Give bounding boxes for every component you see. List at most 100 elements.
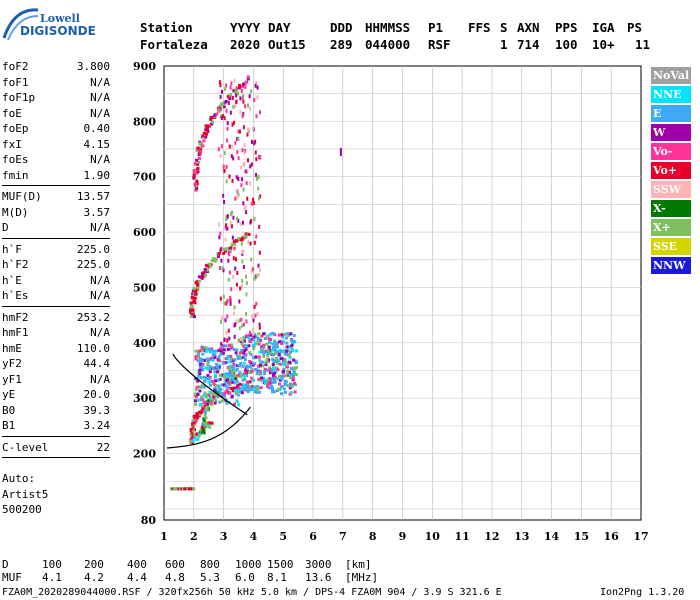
scattered-echo <box>233 334 236 339</box>
echo-point <box>216 254 220 258</box>
spread-echo <box>256 385 260 389</box>
spread-echo <box>209 397 213 401</box>
spread-echo <box>284 374 288 378</box>
param-separator <box>2 237 110 239</box>
spread-echo <box>203 379 207 383</box>
spread-echo <box>257 332 261 336</box>
param-name: M(D) <box>2 205 29 219</box>
echo-point <box>246 75 250 79</box>
spread-echo <box>209 350 213 354</box>
param-separator <box>2 457 110 458</box>
spread-echo <box>203 391 207 395</box>
spread-echo <box>238 354 242 358</box>
echo-point <box>208 421 212 425</box>
spread-echo <box>270 369 274 373</box>
scattered-echo <box>258 250 261 255</box>
scattered-echo <box>234 140 237 145</box>
param-row-group1-3: foE N/A <box>2 107 110 123</box>
scattered-echo <box>239 110 242 115</box>
echo-point <box>208 263 212 267</box>
spread-echo <box>233 381 237 385</box>
scattered-echo <box>249 164 252 169</box>
logo-arc-icon <box>2 8 39 41</box>
param-name: D <box>2 221 9 234</box>
param-name: B0 <box>2 403 16 417</box>
param-value: N/A <box>90 75 110 89</box>
spread-echo <box>196 359 200 363</box>
spread-echo <box>197 374 201 378</box>
spread-echo <box>256 387 260 391</box>
echo-point <box>209 395 213 399</box>
spread-echo <box>235 391 239 395</box>
scattered-echo <box>227 298 230 303</box>
spread-echo <box>244 368 248 372</box>
param-value: 39.3 <box>83 403 111 417</box>
scattered-echo <box>233 120 236 125</box>
scattered-echo <box>227 277 230 282</box>
echo-point <box>191 439 195 443</box>
echo-point <box>201 271 205 275</box>
scattered-echo <box>238 318 241 323</box>
spread-echo <box>220 392 224 396</box>
echo-point <box>232 240 236 244</box>
echo-point <box>189 301 193 305</box>
row_d-cell: 600 <box>165 558 185 571</box>
param-value: 4.15 <box>83 137 111 151</box>
param-separator <box>2 435 110 437</box>
row_d-cell: 1500 <box>267 558 294 571</box>
spread-echo <box>204 346 208 350</box>
spread-echo <box>229 354 233 358</box>
spread-echo <box>287 353 291 357</box>
spread-echo <box>250 337 254 341</box>
spread-echo <box>262 352 266 356</box>
spread-echo <box>249 340 253 344</box>
echo-point <box>197 156 201 160</box>
spread-echo <box>250 369 254 373</box>
echo-point <box>238 83 242 87</box>
scattered-echo <box>222 294 225 299</box>
scattered-echo <box>255 114 258 119</box>
scattered-echo <box>239 337 242 342</box>
scattered-echo <box>221 266 224 271</box>
param-value: 3.24 <box>83 419 111 432</box>
row_d-cell: 100 <box>42 558 62 571</box>
spread-echo <box>282 367 286 371</box>
spread-echo <box>283 349 287 353</box>
spread-echo <box>204 395 208 399</box>
scattered-echo <box>248 94 251 99</box>
profile-curve-upper <box>172 353 248 416</box>
spread-echo <box>213 393 217 397</box>
spread-echo <box>272 353 276 357</box>
scattered-echo <box>225 330 228 335</box>
echo-point <box>209 117 213 121</box>
x-tick-label: 17 <box>633 530 648 543</box>
echo-point <box>190 437 194 441</box>
scattered-echo <box>257 273 260 278</box>
param-value: 22 <box>96 440 110 454</box>
param-row-group3-2: h`E N/A <box>2 274 110 290</box>
spread-echo <box>224 344 228 348</box>
echo-point <box>206 130 210 134</box>
echo-point <box>198 152 202 156</box>
spread-echo <box>219 349 223 353</box>
hdr-axn: AXN <box>517 20 540 35</box>
scattered-echo <box>252 201 255 206</box>
spread-echo <box>214 384 218 388</box>
spread-echo <box>206 374 210 378</box>
spread-echo <box>281 335 285 339</box>
spread-echo <box>238 371 242 375</box>
row_muf-cell: [MHz] <box>345 571 379 584</box>
spread-echo <box>260 345 264 349</box>
param-row-group1-0: foF2 3.800 <box>2 60 110 76</box>
spread-echo <box>272 379 276 383</box>
spread-echo <box>274 348 278 352</box>
spread-echo <box>211 353 215 357</box>
scattered-echo <box>232 104 235 109</box>
echo-point <box>246 77 250 81</box>
spread-echo <box>235 400 239 404</box>
echo-point <box>237 237 241 241</box>
scattered-echo <box>241 250 244 255</box>
spread-echo <box>206 359 210 363</box>
spread-echo <box>232 402 236 406</box>
